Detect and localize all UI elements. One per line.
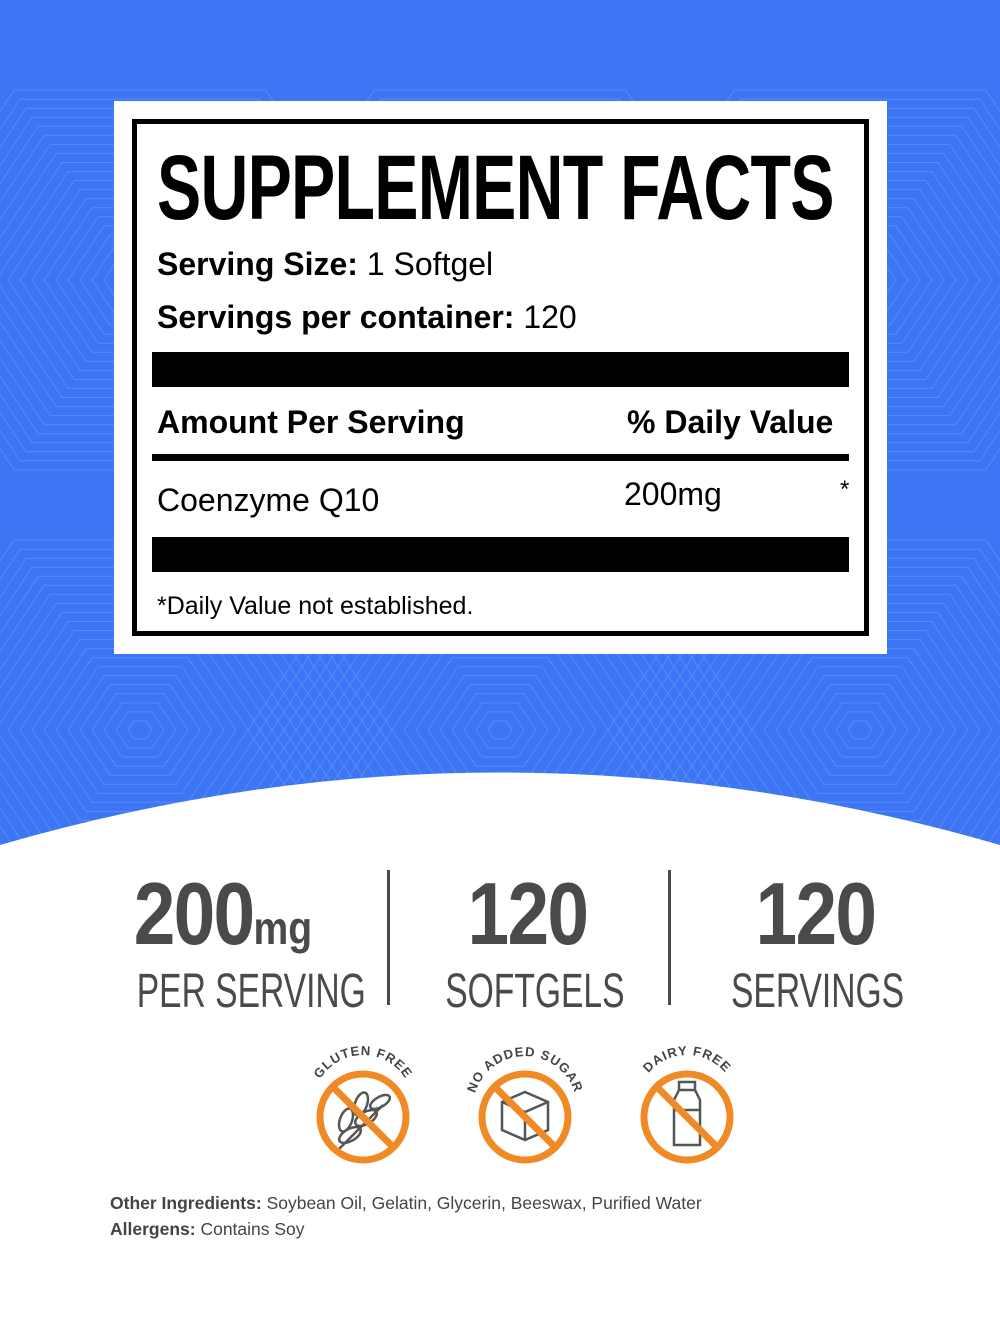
stat-value: 200mg [133, 864, 312, 963]
hexagon-pattern [787, 675, 933, 785]
hexagon-pattern [487, 720, 513, 740]
divider [152, 454, 849, 461]
svg-text:NO ADDED SUGAR: NO ADDED SUGAR [464, 1044, 587, 1095]
badge-label: NO ADDED SUGAR [464, 1044, 586, 1095]
hexagon-pattern [91, 693, 189, 767]
hexagon-pattern [631, 557, 1000, 900]
badge-label: DAIRY FREE [640, 1043, 734, 1075]
dairy-free-badge: DAIRY FREE [640, 1043, 735, 1164]
ingredient-name: Coenzyme Q10 [157, 482, 380, 518]
other-ingredients-label: Other Ingredients: [110, 1193, 262, 1213]
stat-divider [668, 870, 671, 1005]
other-ingredients: Other Ingredients: Soybean Oil, Gelatin,… [110, 1193, 702, 1214]
thick-divider-bottom [152, 537, 849, 572]
hexagon-pattern [799, 684, 921, 776]
hexagon-pattern [751, 648, 969, 812]
hexagon-pattern [67, 675, 213, 785]
stat-label: SERVINGS [731, 965, 905, 1018]
serving-size-label: Serving Size: [157, 246, 358, 282]
hexagon-pattern [451, 693, 549, 767]
dv-asterisk: * [840, 476, 850, 503]
hexagon-pattern [823, 702, 897, 758]
hexagon-pattern [619, 548, 1000, 900]
hexagon-pattern [103, 702, 177, 758]
stat-label: SOFTGELS [445, 965, 625, 1018]
servings-label: Servings per container: [157, 299, 515, 335]
stat-value: 120 [755, 864, 876, 963]
hexagon-pattern [127, 720, 153, 740]
allergens-label: Allergens: [110, 1219, 196, 1239]
hexagon-pattern [463, 702, 537, 758]
stat-softgels: 120 SOFTGELS [410, 870, 645, 1019]
ingredient-amount: 200mg [624, 476, 722, 512]
servings-per-container: Servings per container: 120 [157, 299, 577, 336]
gluten-free-badge: GLUTEN FREE [310, 1043, 415, 1164]
svg-text:DAIRY FREE: DAIRY FREE [640, 1043, 735, 1075]
hexagon-pattern [775, 666, 945, 794]
allergens: Allergens: Contains Soy [110, 1219, 305, 1240]
hexagon-pattern [55, 666, 225, 794]
hexagon-pattern [115, 711, 165, 749]
hexagon-pattern [835, 711, 885, 749]
hexagon-pattern [739, 639, 981, 821]
servings-value: 120 [523, 299, 577, 335]
facts-title: SUPPLEMENT FACTS [157, 137, 834, 239]
dv-header: % Daily Value [627, 404, 834, 440]
stat-value: 120 [467, 864, 589, 963]
allergens-value: Contains Soy [200, 1219, 305, 1239]
other-ingredients-value: Soybean Oil, Gelatin, Glycerin, Beeswax,… [266, 1193, 702, 1213]
hexagon-pattern [79, 684, 201, 776]
stat-servings: 120 SERVINGS [695, 870, 935, 1019]
supplement-facts-label: SUPPLEMENT FACTS Serving Size: 1 Softgel… [114, 101, 887, 654]
hexagon-pattern [847, 720, 873, 740]
stat-label: PER SERVING [136, 965, 366, 1018]
hexagon-pattern [811, 693, 909, 767]
thick-divider [152, 352, 849, 387]
serving-size: Serving Size: 1 Softgel [157, 246, 493, 283]
stat-per-serving: 200mg PER SERVING [100, 864, 366, 1019]
amount-header: Amount Per Serving [157, 404, 465, 440]
serving-size-value: 1 Softgel [366, 246, 494, 282]
footnote: *Daily Value not established. [157, 592, 474, 620]
hexagon-pattern [475, 711, 525, 749]
hexagon-pattern [607, 539, 1000, 900]
stat-divider [387, 870, 390, 1005]
no-added-sugar-badge: NO ADDED SUGAR [464, 1044, 587, 1164]
hexagon-pattern [763, 657, 957, 803]
